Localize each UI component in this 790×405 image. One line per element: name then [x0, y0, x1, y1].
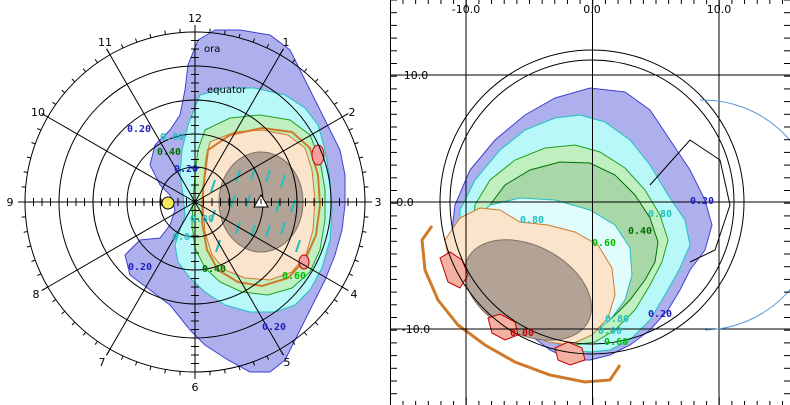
clock-label-11: 11: [98, 36, 112, 49]
left-contour-label: 0.40: [202, 264, 226, 275]
clock-label-5: 5: [284, 356, 291, 369]
left-contour-label: 0.80: [160, 132, 184, 143]
y-tick-label: 0.0: [396, 196, 414, 209]
x-tick-label: 10.0: [707, 3, 732, 16]
polar-rim-ticks: [18, 25, 372, 379]
annotation-ora: ora: [204, 44, 220, 55]
right-black-arc: [649, 139, 731, 263]
clock-label-10: 10: [31, 106, 45, 119]
right-contour-label: 0.60: [604, 337, 628, 348]
clock-label-6: 6: [192, 381, 199, 394]
polar-radials: [18, 25, 372, 379]
right-cartesian-panel: -10.0 0.0 10.0 10.0 0.0 -10.0 0.20 0.80 …: [391, 0, 790, 405]
y-tick-label: -10.0: [402, 323, 430, 336]
left-contour-label: 0.0: [172, 232, 190, 243]
clock-label-7: 7: [99, 356, 106, 369]
right-contour-label: 0.80: [605, 314, 629, 325]
sun-marker-icon: [161, 196, 175, 210]
y-tick-label: 10.0: [404, 69, 429, 82]
right-contour-label: 0.00: [598, 326, 622, 337]
left-contour-label: 0.20: [127, 124, 151, 135]
left-contour-label: 0.80: [190, 214, 214, 225]
right-contour-label: 0.40: [628, 226, 652, 237]
left-contour-label: 0.60: [282, 271, 306, 282]
left-contour-label: 0.20: [128, 262, 152, 273]
cartesian-circles: [439, 49, 745, 355]
cartesian-edge-ticks: [391, 0, 790, 405]
clock-label-12: 12: [188, 12, 202, 25]
clock-label-8: 8: [33, 288, 40, 301]
polar-axis-ticks: [24, 31, 366, 373]
annotation-equator: equator: [207, 85, 247, 96]
right-contour-label: 0.20: [648, 309, 672, 320]
x-tick-label: -10.0: [452, 3, 480, 16]
right-contour-label: 0.80: [520, 215, 544, 226]
clock-label-1: 1: [283, 36, 290, 49]
right-lightblue-arc: [699, 99, 790, 331]
cartesian-grid: [391, 0, 790, 405]
right-contour-label: 0.20: [690, 196, 714, 207]
target-triangle-icon: [253, 194, 269, 208]
clock-label-4: 4: [351, 288, 358, 301]
left-contour-label: 0.40: [157, 147, 181, 158]
x-tick-label: 0.0: [583, 3, 601, 16]
right-orange-contour: [420, 225, 622, 384]
right-contour-label: 0.00: [510, 328, 534, 339]
right-contour-label: 0.60: [592, 238, 616, 249]
clock-label-9: 9: [7, 196, 14, 209]
clock-label-3: 3: [375, 196, 382, 209]
left-polar-panel: 12 1 2 3 4 5 6 7 8 9 10 11 ora equator 0…: [7, 12, 382, 394]
right-contour-label: 0.80: [648, 209, 672, 220]
left-contour-label: 0.20: [174, 164, 198, 175]
clock-label-2: 2: [349, 106, 356, 119]
left-contour-label: 0.20: [262, 322, 286, 333]
